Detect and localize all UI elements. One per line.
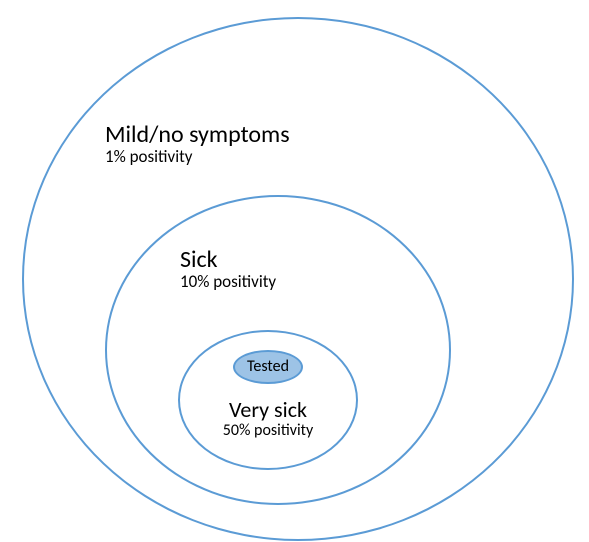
inner-label-group: Very sick 50% positivity [188,398,348,440]
inner-title: Very sick [188,398,348,422]
outer-title: Mild/no symptoms [105,122,290,148]
middle-title: Sick [180,247,276,273]
outer-label-group: Mild/no symptoms 1% positivity [105,122,290,167]
inner-subtitle: 50% positivity [188,422,348,440]
tested-label: Tested [247,359,289,375]
tested-ellipse: Tested [233,350,303,384]
middle-subtitle: 10% positivity [180,273,276,292]
outer-subtitle: 1% positivity [105,148,290,167]
middle-label-group: Sick 10% positivity [180,247,276,292]
